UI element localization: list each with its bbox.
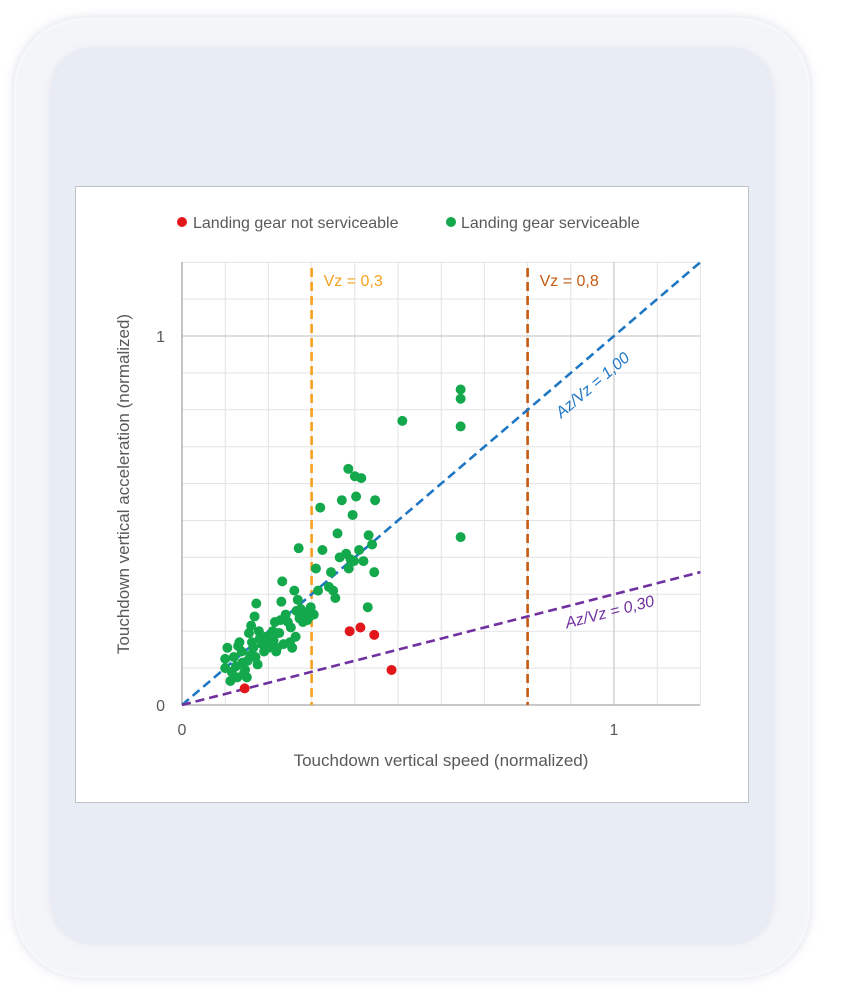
chart-labels: Vz = 0,3 Vz = 0,8 Az/Vz = 1,00 Az/Vz = 0,30…	[114, 273, 656, 770]
ratio-label-0: Az/Vz = 1,00	[552, 349, 633, 422]
point-serviceable	[315, 502, 326, 513]
legend-marker-1	[446, 217, 456, 227]
point-serviceable	[246, 620, 257, 631]
point-not-serviceable	[369, 629, 380, 640]
point-serviceable	[367, 539, 378, 550]
legend-label-1: Landing gear serviceable	[461, 215, 640, 232]
point-serviceable	[253, 626, 264, 637]
point-not-serviceable	[239, 683, 250, 694]
point-serviceable	[348, 556, 359, 567]
point-serviceable	[252, 659, 263, 670]
point-serviceable	[293, 543, 304, 554]
point-serviceable	[369, 567, 380, 578]
point-serviceable	[292, 594, 303, 605]
x-tick-label: 0	[178, 722, 187, 739]
legend-label-0: Landing gear not serviceable	[193, 215, 399, 232]
x-axis-title: Touchdown vertical speed (normalized)	[294, 751, 589, 770]
point-serviceable	[249, 611, 260, 622]
point-serviceable	[313, 585, 324, 596]
ratio-label-1: Az/Vz = 0,30	[563, 593, 657, 632]
vz-label-0: Vz = 0,3	[324, 273, 383, 290]
point-serviceable	[308, 609, 319, 620]
y-tick-label: 1	[156, 329, 165, 346]
x-tick-label: 1	[610, 722, 619, 739]
point-serviceable	[222, 642, 233, 653]
point-not-serviceable	[355, 622, 366, 633]
point-serviceable	[455, 393, 466, 404]
point-serviceable	[220, 653, 231, 664]
y-axis-title: Touchdown vertical acceleration (normali…	[114, 314, 133, 654]
grid	[181, 261, 701, 706]
point-serviceable	[274, 628, 285, 639]
point-serviceable	[455, 532, 466, 543]
point-serviceable	[289, 585, 300, 596]
point-not-serviceable	[386, 664, 397, 675]
point-serviceable	[351, 491, 362, 502]
point-serviceable	[347, 509, 358, 520]
vz-label-1: Vz = 0,8	[540, 273, 599, 290]
point-serviceable	[310, 563, 321, 574]
point-serviceable	[287, 642, 298, 653]
point-serviceable	[241, 672, 252, 683]
point-serviceable	[455, 421, 466, 432]
point-serviceable	[290, 631, 301, 642]
point-serviceable	[236, 646, 247, 657]
point-not-serviceable	[344, 626, 355, 637]
point-serviceable	[397, 415, 408, 426]
legend: Landing gear not serviceable Landing gear…	[177, 215, 640, 232]
ratio-line-1	[181, 570, 701, 707]
data-points	[220, 384, 466, 694]
point-serviceable	[285, 622, 296, 633]
point-serviceable	[358, 556, 369, 567]
point-serviceable	[370, 495, 381, 506]
point-serviceable	[332, 528, 343, 539]
point-serviceable	[248, 642, 259, 653]
legend-marker-0	[177, 217, 187, 227]
point-serviceable	[362, 602, 373, 613]
point-serviceable	[455, 384, 466, 395]
point-serviceable	[363, 530, 374, 541]
point-serviceable	[251, 598, 262, 609]
point-serviceable	[277, 576, 288, 587]
point-serviceable	[336, 495, 347, 506]
point-serviceable	[356, 473, 367, 484]
point-serviceable	[317, 545, 328, 556]
point-serviceable	[343, 463, 354, 474]
y-tick-label: 0	[156, 698, 165, 715]
point-serviceable	[343, 563, 354, 574]
point-serviceable	[354, 545, 365, 556]
point-serviceable	[326, 567, 337, 578]
point-serviceable	[228, 652, 239, 663]
point-serviceable	[330, 592, 341, 603]
point-serviceable	[276, 596, 287, 607]
point-serviceable	[234, 637, 245, 648]
